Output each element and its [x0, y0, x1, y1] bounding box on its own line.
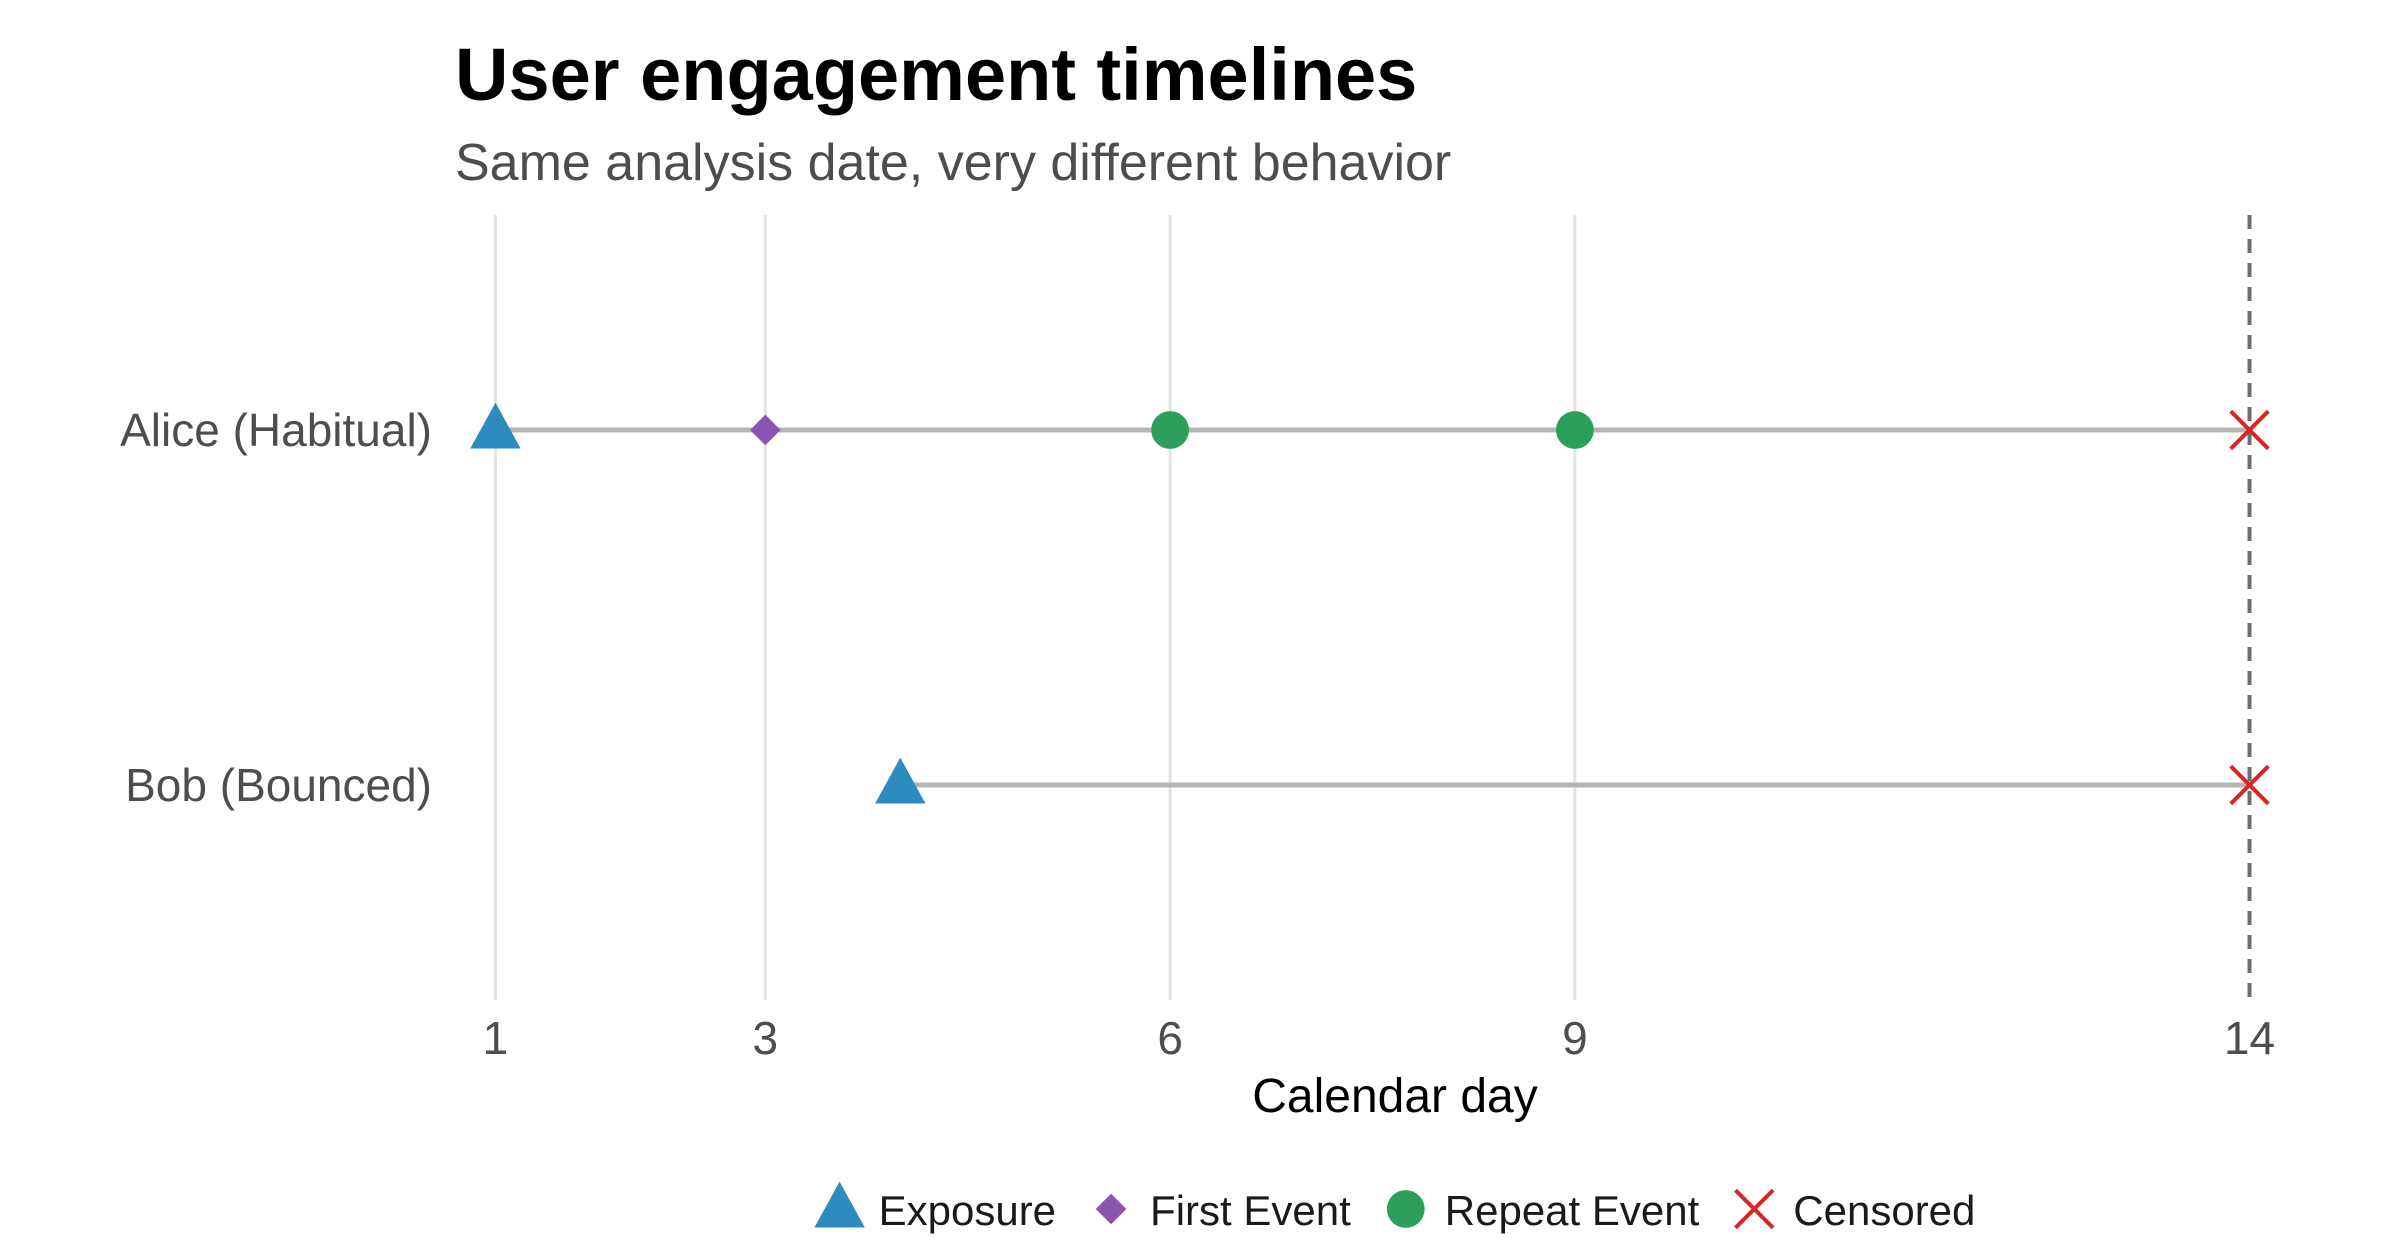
- legend-item-exposure: Exposure: [814, 1181, 1056, 1234]
- x-tick-label: 14: [2224, 1012, 2275, 1064]
- legend-key-circle-icon: [1386, 1190, 1425, 1228]
- x-tick-label: 9: [1562, 1012, 1588, 1064]
- event-markers: [470, 402, 2270, 806]
- legend-label: Repeat Event: [1445, 1187, 1700, 1234]
- x-tick-label: 6: [1157, 1012, 1183, 1064]
- legend-item-repeat-event: Repeat Event: [1386, 1187, 1700, 1234]
- y-tick-label: Alice (Habitual): [120, 404, 432, 456]
- event-marker-circle-0-2: [1151, 411, 1190, 449]
- chart-subtitle: Same analysis date, very different behav…: [455, 134, 1451, 192]
- event-marker-circle-0-3: [1555, 411, 1594, 449]
- legend-item-censored: Censored: [1734, 1187, 1975, 1234]
- y-axis-labels: Alice (Habitual) Bob (Bounced): [120, 404, 432, 811]
- legend-key-triangle-icon: [814, 1181, 865, 1228]
- x-tick-label: 1: [483, 1012, 509, 1064]
- legend-key-diamond-icon: [1095, 1193, 1127, 1225]
- timeline-segments: [495, 427, 2250, 788]
- x-tick-label: 3: [753, 1012, 779, 1064]
- event-marker-triangle-1-0: [875, 757, 926, 804]
- legend-label: First Event: [1150, 1187, 1351, 1234]
- legend-item-first-event: First Event: [1095, 1187, 1351, 1234]
- event-marker-triangle-0-0: [470, 402, 521, 449]
- legend-label: Censored: [1793, 1187, 1975, 1234]
- x-axis-labels: 1 3 6 9 14: [483, 1012, 2275, 1064]
- legend-key-cross-icon: [1734, 1188, 1775, 1230]
- event-marker-cross-1-1: [2229, 764, 2270, 806]
- y-tick-label: Bob (Bounced): [125, 759, 432, 811]
- legend-label: Exposure: [879, 1187, 1056, 1234]
- event-marker-diamond-0-1: [750, 414, 781, 446]
- event-marker-cross-0-4: [2229, 409, 2270, 451]
- grid-lines: [493, 215, 1577, 1000]
- x-axis-title: Calendar day: [1252, 1070, 1538, 1123]
- legend: Exposure First Event Repeat Event Censored: [814, 1181, 1975, 1234]
- chart-title: User engagement timelines: [455, 33, 1417, 116]
